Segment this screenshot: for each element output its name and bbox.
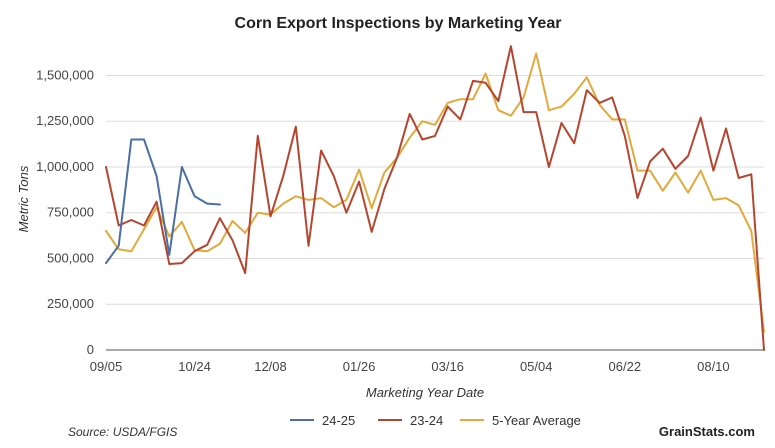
y-axis-label: Metric Tons [16, 165, 31, 232]
source-note: Source: USDA/FGIS [68, 425, 177, 439]
series-line-24-25 [105, 138, 221, 265]
series-lines [105, 45, 765, 351]
y-tick-label: 1,000,000 [36, 159, 94, 174]
x-tick-label: 05/04 [520, 359, 553, 374]
x-tick-label: 06/22 [609, 359, 642, 374]
x-tick-label: 12/08 [254, 359, 287, 374]
series-line-23-24 [105, 45, 765, 351]
x-tick-label: 01/26 [343, 359, 376, 374]
legend-label: 23-24 [410, 413, 443, 428]
legend: 24-25 23-24 5-Year Average [290, 413, 581, 428]
x-axis-ticks: 09/05 10/24 12/08 01/26 03/16 05/04 06/22 08/10 [90, 359, 730, 374]
y-tick-label: 1,500,000 [36, 67, 94, 82]
y-tick-label: 0 [87, 342, 94, 357]
brand-watermark: GrainStats.com [659, 424, 755, 439]
series-line-5-year-average [105, 52, 765, 333]
x-tick-label: 08/10 [697, 359, 730, 374]
y-tick-label: 500,000 [47, 250, 94, 265]
y-axis-ticks: 0 250,000 500,000 750,000 1,000,000 1,250,000… [36, 67, 94, 357]
y-tick-label: 250,000 [47, 296, 94, 311]
x-axis-label: Marketing Year Date [366, 385, 484, 400]
x-tick-label: 03/16 [431, 359, 464, 374]
x-tick-label: 09/05 [90, 359, 123, 374]
chart-title: Corn Export Inspections by Marketing Yea… [235, 15, 562, 32]
y-tick-label: 1,250,000 [36, 113, 94, 128]
grid [106, 74, 764, 305]
legend-label: 5-Year Average [492, 413, 581, 428]
y-tick-label: 750,000 [47, 205, 94, 220]
legend-label: 24-25 [322, 413, 355, 428]
x-tick-label: 10/24 [178, 359, 211, 374]
